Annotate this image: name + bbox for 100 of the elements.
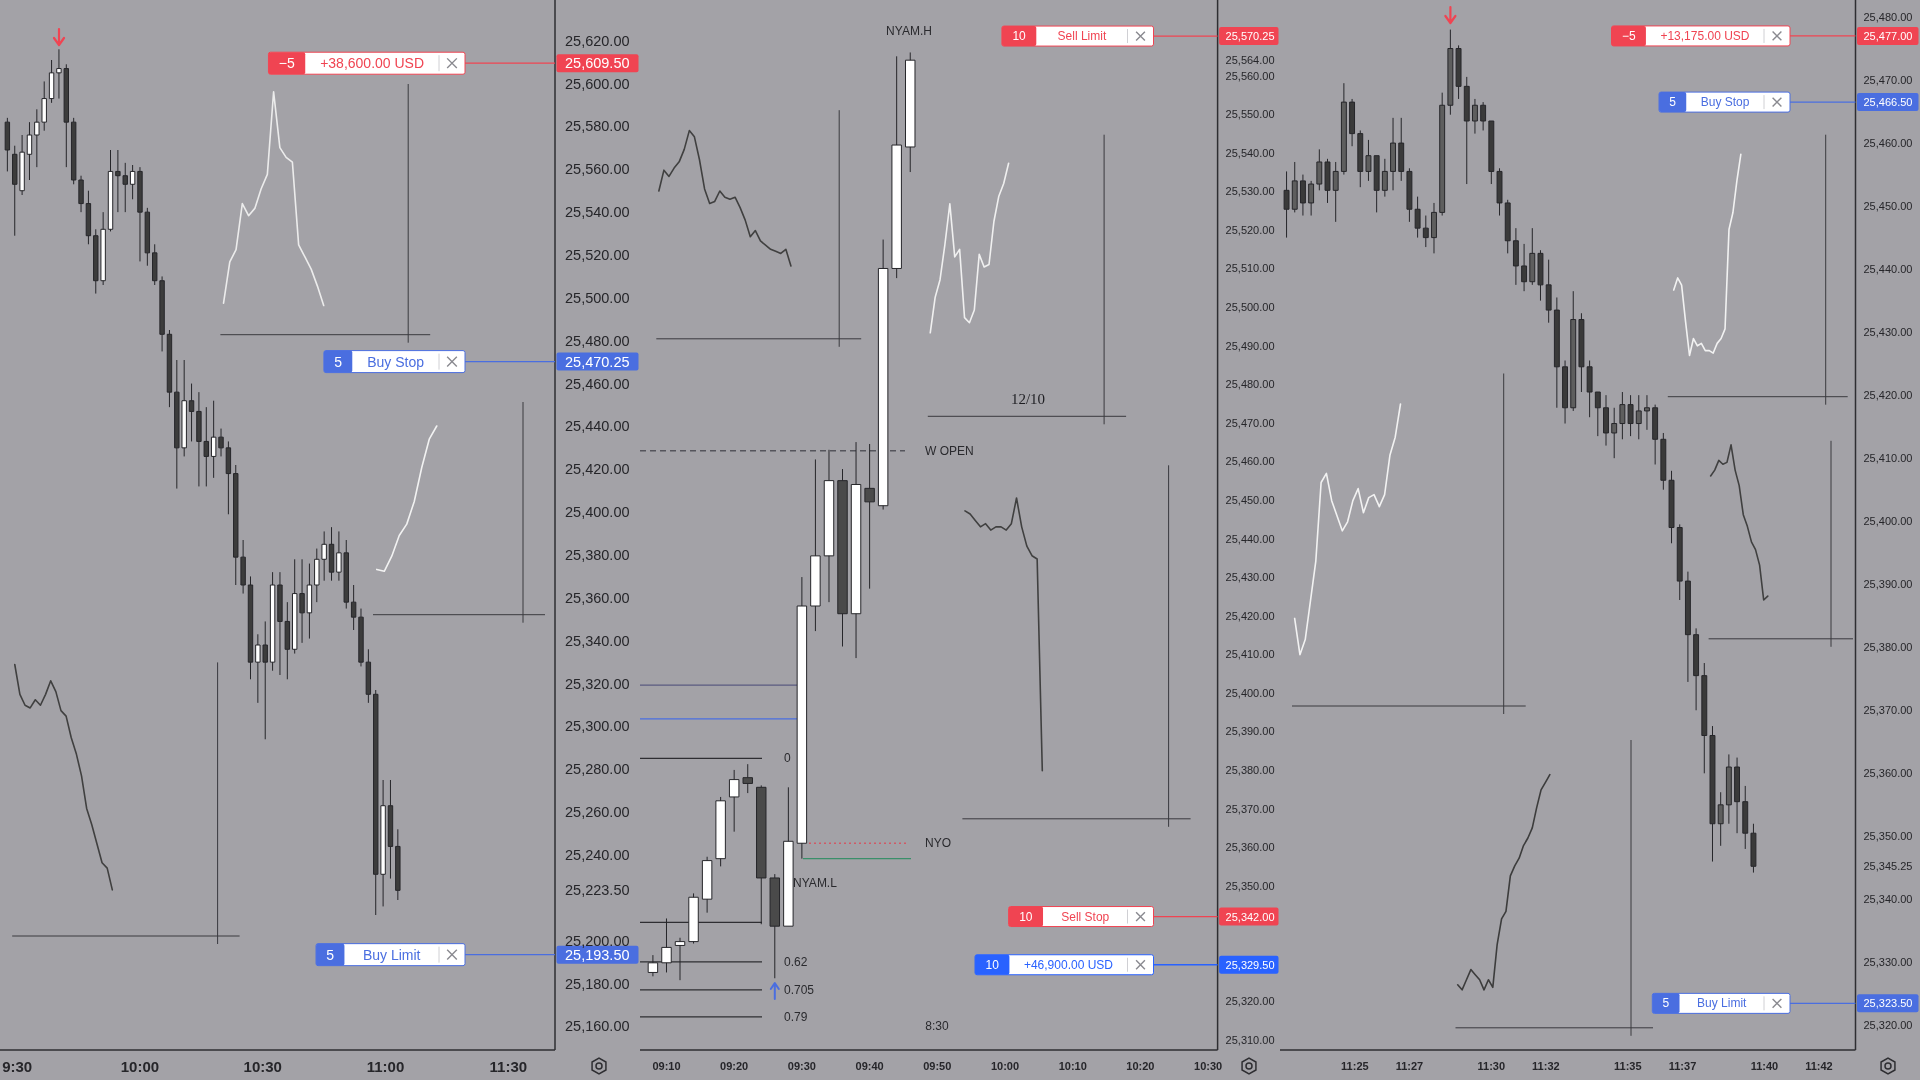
candlestick <box>850 441 862 659</box>
x-tick-label: 11:30 <box>489 1057 528 1075</box>
x-tick-label: 09:30 <box>787 1060 816 1072</box>
candlestick <box>823 449 835 603</box>
candlestick <box>1627 394 1634 437</box>
annotation: 8:30 <box>925 1019 949 1033</box>
annotation: +13,175.00 USD <box>1660 28 1750 43</box>
candlestick <box>1431 202 1437 254</box>
candlestick <box>1512 227 1519 286</box>
annotation: NYAM.H <box>886 24 932 38</box>
x-tick-label: 11:25 <box>1341 1060 1369 1072</box>
candlestick <box>1668 470 1675 544</box>
y-tick-label: 25,410.00 <box>1225 648 1275 661</box>
y-tick-label: 25,370.00 <box>1863 704 1913 717</box>
y-tick-label: 25,540.00 <box>565 204 630 221</box>
candlestick <box>1504 199 1511 254</box>
candlestick <box>1734 757 1741 834</box>
y-tick-label: 25,260.00 <box>565 804 630 821</box>
candlestick <box>1332 161 1339 223</box>
y-tick-label: 25,460.00 <box>1225 455 1275 468</box>
candlestick <box>1578 312 1585 393</box>
annotation: −5 <box>278 55 296 72</box>
x-tick-label: 11:00 <box>366 1057 405 1075</box>
y-tick-label: 25,380.00 <box>565 547 630 563</box>
y-tick-label: 25,240.00 <box>565 847 630 863</box>
candlestick <box>1324 158 1331 204</box>
x-tick-label: 10:00 <box>990 1060 1020 1072</box>
annotation: Buy Limit <box>1697 996 1748 1011</box>
annotation: 0.79 <box>784 1009 808 1024</box>
candlestick <box>1291 161 1298 213</box>
ref-line-label: 25,342.00 <box>1225 910 1275 923</box>
candlestick <box>891 55 902 279</box>
y-tick-label: 25,480.00 <box>1863 11 1913 24</box>
candlestick <box>1701 662 1708 774</box>
x-tick-label: 09:20 <box>720 1060 749 1072</box>
y-tick-label: 25,530.00 <box>1225 185 1275 198</box>
candlestick <box>877 239 889 511</box>
ref-line-label: 25,466.50 <box>1863 96 1913 109</box>
y-tick-label: 25,310.00 <box>1225 1033 1275 1046</box>
ref-line-label: 25,329.50 <box>1225 958 1275 971</box>
candlestick <box>796 576 808 860</box>
candlestick <box>728 769 740 833</box>
x-tick-label: 10:20 <box>1126 1060 1155 1072</box>
candlestick <box>1381 158 1388 198</box>
candlestick <box>107 149 114 232</box>
candlestick <box>1496 167 1503 217</box>
x-tick-label: 10:10 <box>1058 1060 1087 1072</box>
annotation: 0.705 <box>784 982 815 997</box>
y-tick-label: 25,360.00 <box>1225 841 1275 854</box>
candlestick <box>1422 215 1429 248</box>
y-tick-label: 25,320.00 <box>565 675 630 692</box>
candlestick <box>1406 167 1413 223</box>
annotation: 10 <box>1019 909 1033 924</box>
candlestick <box>395 828 401 901</box>
y-tick-label: 25,430.00 <box>1863 326 1913 339</box>
x-tick-label: 09:50 <box>923 1060 952 1072</box>
y-tick-label: 25,330.00 <box>1863 956 1913 969</box>
y-tick-label: 25,450.00 <box>1225 493 1275 506</box>
annotation: 12/10 <box>1010 391 1046 407</box>
y-tick-label: 25,370.00 <box>1225 802 1275 815</box>
candlestick <box>1709 725 1716 863</box>
y-tick-label: 25,360.00 <box>1863 767 1913 780</box>
y-tick-label: 25,400.00 <box>1225 686 1275 699</box>
candlestick <box>26 121 33 181</box>
y-tick-label: 25,410.00 <box>1863 452 1913 465</box>
candlestick <box>1455 44 1462 100</box>
y-tick-label: 25,390.00 <box>1225 725 1275 738</box>
ref-line-label: 25,470.25 <box>565 353 630 370</box>
candlestick <box>837 468 848 648</box>
annotation: 10 <box>1012 29 1027 44</box>
candlestick <box>1463 76 1470 185</box>
annotation: +38,600.00 USD <box>320 55 425 72</box>
candlestick <box>1439 92 1446 217</box>
ref-line-label: 25,193.50 <box>565 946 630 963</box>
candlestick <box>1357 129 1364 188</box>
candlestick <box>1619 391 1626 440</box>
x-tick-label: 10:30 <box>1194 1060 1223 1072</box>
y-tick-label: 25,420.00 <box>565 461 630 478</box>
annotation: 0.62 <box>784 954 808 969</box>
candlestick <box>1750 823 1757 874</box>
candlestick <box>1742 785 1749 850</box>
candlestick <box>1717 791 1724 847</box>
y-tick-label: 25,300.00 <box>565 718 630 735</box>
y-tick-label: 25,500.00 <box>565 289 630 306</box>
y-tick-label: 25,380.00 <box>1225 763 1275 776</box>
y-tick-label: 25,560.00 <box>1225 69 1275 82</box>
ref-line-label: 25,570.25 <box>1225 30 1275 43</box>
candlestick <box>1521 243 1528 292</box>
annotation: +46,900.00 USD <box>1023 957 1114 972</box>
candlestick <box>769 873 781 979</box>
candlestick <box>1480 101 1487 131</box>
y-tick-label: 25,400.00 <box>1863 515 1913 528</box>
x-tick-label: 9:30 <box>2 1057 33 1075</box>
annotation: Sell Stop <box>1061 909 1110 924</box>
candlestick <box>1693 627 1700 711</box>
candlestick <box>1308 180 1315 217</box>
candlestick <box>387 779 394 880</box>
ref-line-label: 25,323.50 <box>1863 997 1913 1010</box>
annotation: Buy Limit <box>362 946 421 963</box>
candlestick <box>1545 259 1552 324</box>
